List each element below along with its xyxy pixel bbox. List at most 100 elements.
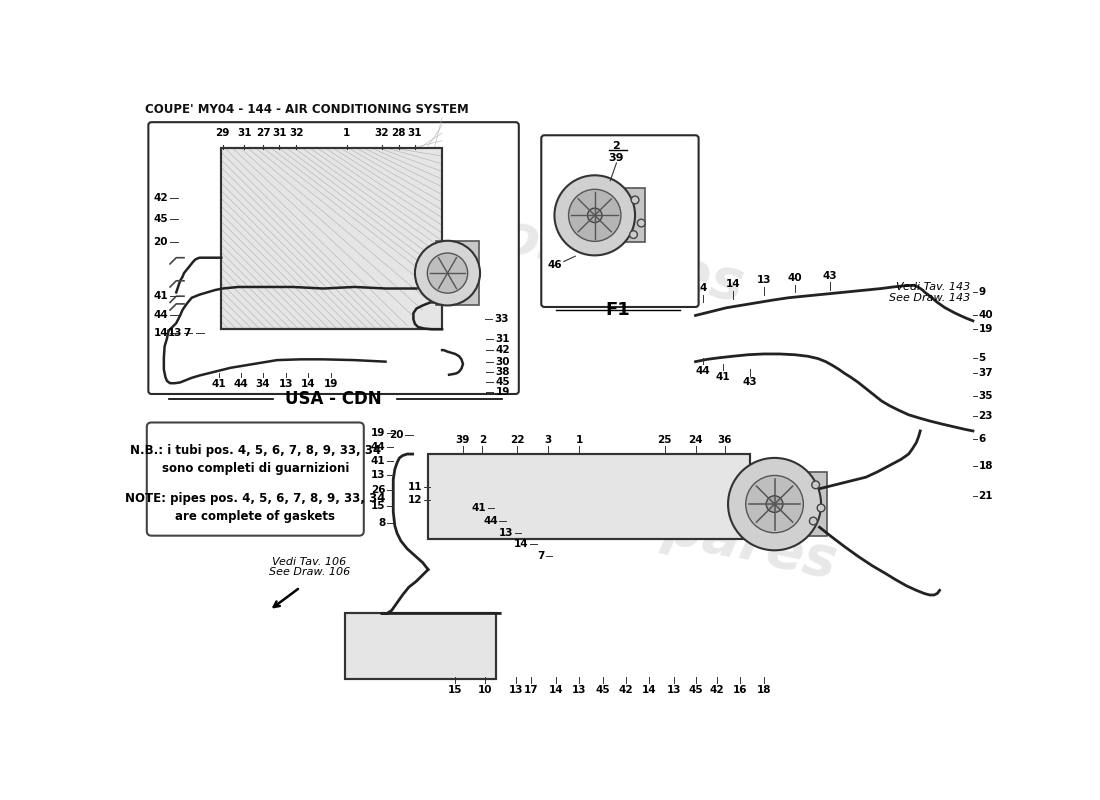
Text: 37: 37	[978, 368, 993, 378]
Text: 43: 43	[742, 377, 757, 387]
Text: 44: 44	[696, 366, 711, 375]
Text: 41: 41	[153, 291, 168, 302]
Circle shape	[746, 475, 803, 533]
FancyBboxPatch shape	[146, 422, 364, 536]
Text: 23: 23	[978, 410, 993, 421]
Circle shape	[631, 196, 639, 204]
Text: 36: 36	[717, 435, 733, 445]
Text: 14: 14	[153, 328, 168, 338]
Text: 42: 42	[710, 685, 725, 695]
Text: 14: 14	[725, 279, 740, 290]
Text: 39: 39	[608, 153, 624, 162]
Text: 31: 31	[238, 128, 252, 138]
Bar	[221, 148, 442, 330]
Text: 40: 40	[978, 310, 993, 321]
Text: 41: 41	[371, 456, 385, 466]
Text: 19: 19	[371, 428, 385, 438]
Text: 26: 26	[371, 486, 385, 495]
Circle shape	[817, 504, 825, 512]
Circle shape	[569, 190, 620, 242]
Text: 13: 13	[757, 275, 771, 286]
Text: 25: 25	[658, 435, 672, 445]
Text: 13: 13	[667, 685, 681, 695]
Text: 44: 44	[233, 379, 248, 390]
Text: 20: 20	[154, 238, 168, 247]
Text: 38: 38	[495, 366, 510, 377]
Text: 15: 15	[371, 501, 385, 510]
Text: 41: 41	[211, 379, 227, 390]
Text: 22: 22	[510, 435, 525, 445]
Circle shape	[415, 241, 480, 306]
Text: 12: 12	[408, 495, 422, 506]
Text: NOTE: pipes pos. 4, 5, 6, 7, 8, 9, 33, 34
are complete of gaskets: NOTE: pipes pos. 4, 5, 6, 7, 8, 9, 33, 3…	[125, 493, 385, 523]
Text: 33: 33	[494, 314, 508, 324]
Text: 14: 14	[515, 539, 529, 549]
Text: 28: 28	[392, 128, 406, 138]
Text: 14: 14	[641, 685, 657, 695]
Text: 2: 2	[478, 435, 486, 445]
Text: 19: 19	[324, 379, 339, 390]
Text: 20: 20	[388, 430, 404, 440]
Text: 32: 32	[289, 128, 304, 138]
Circle shape	[767, 496, 783, 513]
Circle shape	[629, 230, 637, 238]
Text: 34: 34	[255, 379, 271, 390]
Text: 13: 13	[499, 528, 514, 538]
Text: 6: 6	[978, 434, 986, 444]
Circle shape	[810, 517, 817, 525]
Text: 5: 5	[978, 353, 986, 363]
Text: 30: 30	[495, 357, 510, 366]
Text: 42: 42	[153, 194, 168, 203]
Circle shape	[812, 481, 820, 489]
Text: 13: 13	[371, 470, 385, 480]
Text: 40: 40	[788, 273, 802, 283]
Bar	[436, 241, 478, 306]
Text: 19: 19	[495, 387, 510, 398]
Text: 43: 43	[823, 270, 837, 281]
Text: 19: 19	[978, 323, 992, 334]
Text: eurospares: eurospares	[394, 187, 749, 313]
FancyBboxPatch shape	[541, 135, 698, 307]
Text: 46: 46	[547, 261, 562, 270]
Text: 8: 8	[378, 518, 385, 528]
Text: N.B.: i tubi pos. 4, 5, 6, 7, 8, 9, 33, 34
sono completi di guarnizioni: N.B.: i tubi pos. 4, 5, 6, 7, 8, 9, 33, …	[130, 444, 381, 475]
Circle shape	[728, 458, 821, 550]
Bar	[428, 454, 750, 538]
Text: 45: 45	[689, 685, 703, 695]
Text: See Draw. 143: See Draw. 143	[890, 293, 970, 302]
Text: eurospares: eurospares	[487, 464, 842, 590]
Text: 2: 2	[613, 141, 620, 151]
Text: 41: 41	[715, 372, 730, 382]
Text: 13: 13	[279, 379, 294, 390]
Text: 17: 17	[524, 685, 539, 695]
Text: 14: 14	[300, 379, 316, 390]
Text: 27: 27	[255, 128, 271, 138]
Text: 31: 31	[408, 128, 422, 138]
Text: 42: 42	[495, 345, 510, 355]
Text: USA - CDN: USA - CDN	[285, 390, 382, 408]
Text: 31: 31	[272, 128, 287, 138]
Bar	[761, 472, 827, 537]
Text: 10: 10	[477, 685, 492, 695]
Text: 29: 29	[216, 128, 230, 138]
Text: 13: 13	[572, 685, 586, 695]
Circle shape	[637, 219, 645, 227]
Text: 21: 21	[978, 491, 993, 502]
Bar	[587, 188, 645, 242]
Text: 32: 32	[374, 128, 389, 138]
Text: 39: 39	[455, 435, 470, 445]
Bar	[345, 614, 496, 679]
Text: 42: 42	[618, 685, 634, 695]
Text: 15: 15	[448, 685, 462, 695]
Text: 45: 45	[495, 378, 510, 387]
Text: 18: 18	[757, 685, 771, 695]
Text: 7: 7	[537, 551, 544, 562]
Text: Vedi Tav. 106: Vedi Tav. 106	[273, 557, 346, 567]
Text: 45: 45	[153, 214, 168, 224]
Text: 41: 41	[472, 503, 486, 513]
Text: 44: 44	[483, 516, 498, 526]
Text: 18: 18	[978, 461, 993, 470]
Text: COUPE' MY04 - 144 - AIR CONDITIONING SYSTEM: COUPE' MY04 - 144 - AIR CONDITIONING SYS…	[145, 103, 469, 116]
Text: 4: 4	[700, 283, 707, 293]
Text: 45: 45	[595, 685, 609, 695]
